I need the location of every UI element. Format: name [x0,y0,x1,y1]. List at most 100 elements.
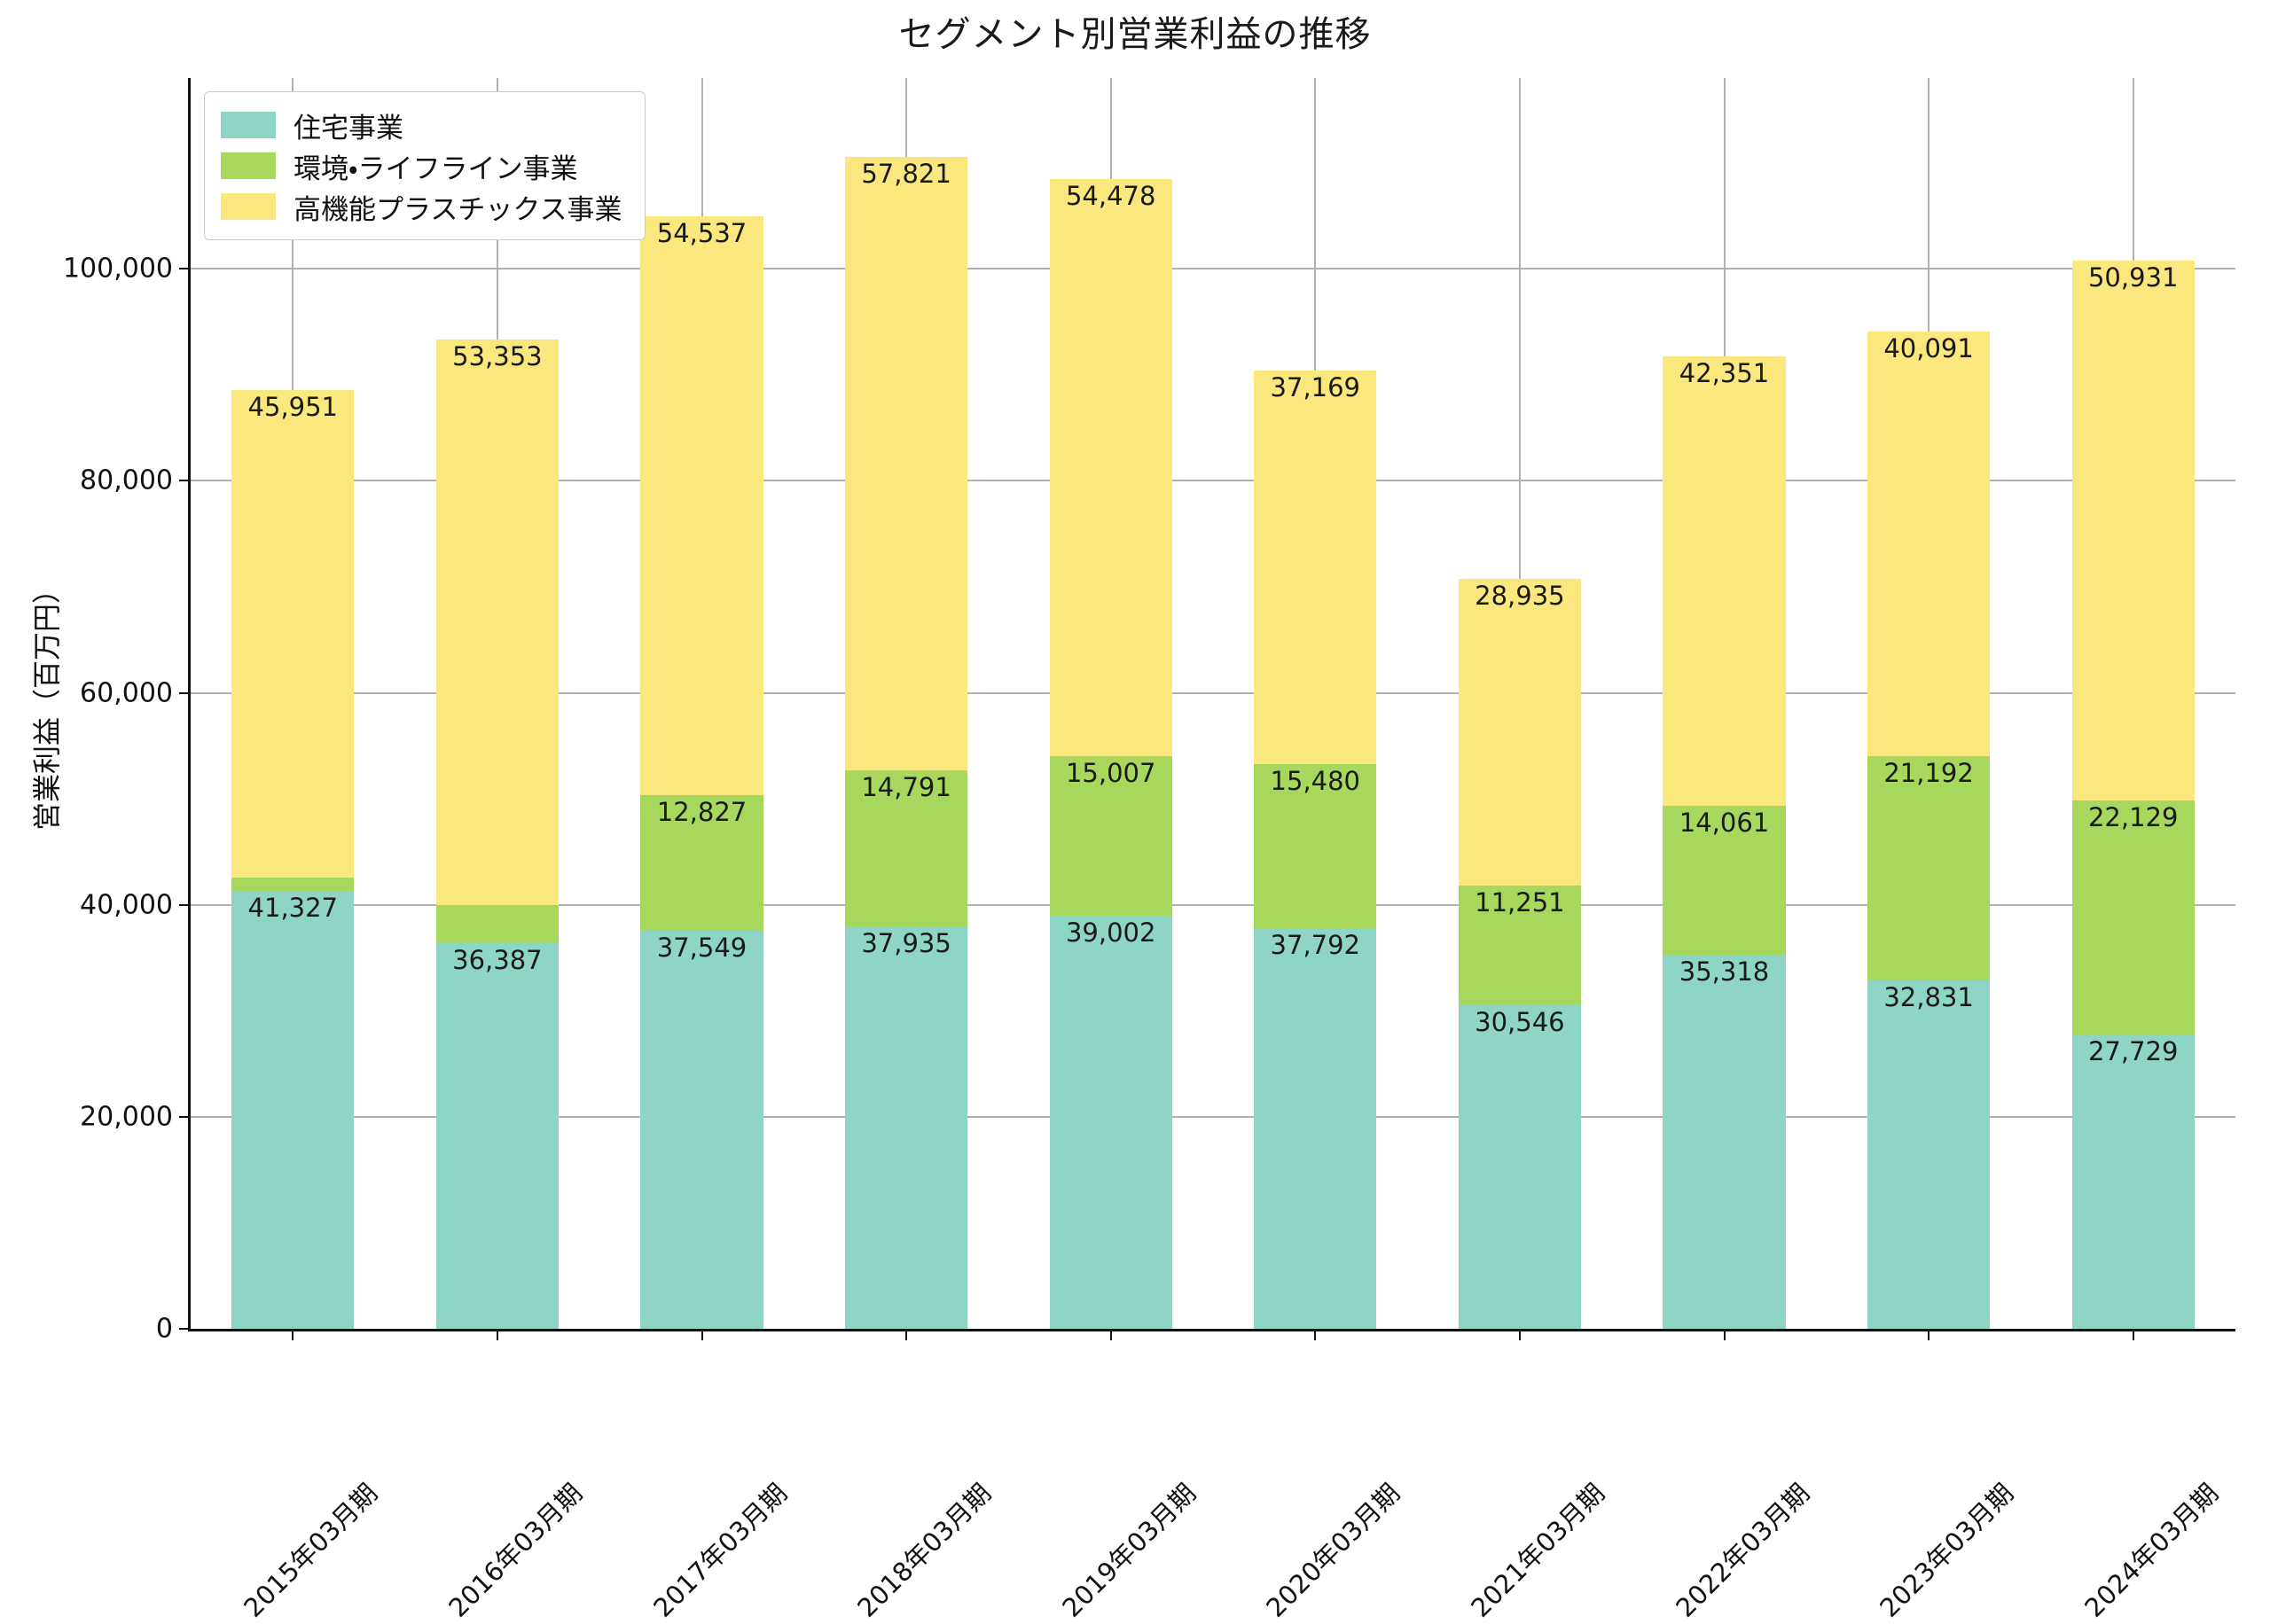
y-gridline [191,903,2235,906]
bar-segment[interactable]: 54,478 [1049,178,1172,757]
bar-segment[interactable]: 15,007 [1049,756,1172,916]
bar-segment[interactable]: 37,792 [1254,928,1377,1329]
legend-label-environment: 環境・ライフライン事業 [294,152,578,185]
bar-segment[interactable]: 37,169 [1254,370,1377,764]
y-gridline [191,480,2235,482]
bar-segment[interactable]: 35,318 [1663,954,1786,1329]
chart-legend: 住宅事業 環境・ライフライン事業 高機能プラスチックス事業 [204,91,646,240]
bar-segment[interactable]: 1,264 [231,841,355,891]
bar-group[interactable]: 27,729 22,129 50,931 [2071,78,2195,1329]
y-tick-label: 0 [155,1313,173,1345]
bar-segment[interactable]: 28,935 [1458,579,1582,886]
y-tick-label: 40,000 [80,889,173,921]
legend-label-plastics: 高機能プラスチックス事業 [294,193,622,226]
bar-segment[interactable]: 57,821 [844,157,968,770]
bar-value-label: 45,951 [247,392,339,423]
bar-segment[interactable]: 27,729 [2071,1035,2195,1329]
legend-label-housing: 住宅事業 [294,112,403,144]
bar-segment[interactable]: 12,827 [640,794,763,931]
bar-group[interactable]: 37,792 15,480 37,169 [1254,78,1377,1329]
bar-group[interactable]: 30,546 11,251 28,935 [1458,78,1582,1329]
bar-segment[interactable]: 21,192 [1867,756,1991,981]
bar-segment[interactable]: 15,480 [1254,763,1377,929]
bar-group[interactable]: 41,3271,264 45,951 [231,78,355,1329]
bar-value-label: 12,827 [656,796,748,827]
plot-area: 0 20,000 40,000 60,000 80,000 100,000 2015年03月… [63,78,2235,1623]
bar-group[interactable]: 32,831 21,192 40,091 [1867,78,1991,1329]
chart-title: セグメント別営業利益の推移 [898,14,1372,55]
bar-segment[interactable]: 50,931 [2071,260,2195,800]
x-tick-mark [1928,1329,1930,1340]
bar-value-label: 37,549 [656,933,748,963]
legend-swatch-plastics [221,193,276,220]
bar-value-label: 37,935 [861,928,951,959]
bar-group[interactable]: 39,002 15,007 54,478 [1049,78,1172,1329]
x-tick-label: 2016年03月期 [442,1478,589,1623]
y-tick-label: 60,000 [80,677,173,709]
bar-segment[interactable]: 36,387 [435,942,560,1329]
bar-segment[interactable]: 22,129 [2071,800,2195,1035]
bar-group[interactable]: 35,318 14,061 42,351 [1663,78,1786,1329]
bar-value-label: 37,169 [1270,371,1361,402]
bar-segment[interactable]: 54,537 [640,216,763,795]
y-tick-label: 20,000 [80,1101,173,1133]
bar-segment[interactable]: 45,951 [231,390,355,878]
x-tick-label: 2019年03月期 [1056,1478,1202,1623]
x-tick-label: 2022年03月期 [1669,1478,1815,1623]
y-tick-mark [179,268,191,270]
bar-segment[interactable]: 40,091 [1867,331,1991,756]
bar-value-label: 57,821 [861,159,951,190]
bar-value-label: 39,002 [1065,917,1156,948]
bar-value-label: 30,546 [1475,1006,1565,1037]
bar-segment[interactable]: 14,791 [844,769,968,927]
bar-segment[interactable]: 32,831 [1867,980,1991,1329]
bar-value-label: 22,129 [2087,801,2179,832]
bar-segment[interactable]: 3,610 [435,869,560,943]
bar-segment[interactable]: 41,327 [231,890,355,1329]
bar-value-label: 54,537 [656,218,748,249]
bar-segment[interactable]: 42,351 [1663,356,1786,806]
x-tick-mark [2132,1329,2134,1340]
x-tick-mark [1314,1329,1317,1340]
y-gridline [191,268,2235,270]
bar-segment[interactable]: 53,353 [435,339,560,905]
legend-item-environment[interactable]: 環境・ライフライン事業 [221,145,622,186]
bar-value-label: 28,935 [1475,581,1565,612]
bar-segment[interactable]: 14,061 [1663,805,1786,955]
bar-segment[interactable]: 37,935 [844,926,968,1329]
bar-value-label: 15,007 [1065,758,1156,789]
x-tick-label: 2018年03月期 [851,1478,998,1623]
bar-value-label: 53,353 [452,340,543,371]
x-tick-label: 2023年03月期 [1874,1478,2020,1623]
chart-figure: セグメント別営業利益の推移 営業利益（百万円） 0 20,000 40,000 60,… [30,14,2235,1623]
y-gridline [191,1115,2235,1118]
legend-item-plastics[interactable]: 高機能プラスチックス事業 [221,186,622,227]
bar-segment[interactable]: 37,549 [640,931,763,1329]
x-tick-label: 2020年03月期 [1260,1478,1406,1623]
bar-group[interactable]: 36,3873,610 53,353 [435,78,560,1329]
legend-item-housing[interactable]: 住宅事業 [221,105,622,145]
x-tick-mark [905,1329,908,1340]
bar-segment[interactable]: 39,002 [1049,915,1172,1329]
plot-inner: 0 20,000 40,000 60,000 80,000 100,000 2015年03月… [63,78,2235,1623]
x-tick-label: 2015年03月期 [238,1478,384,1623]
bar-value-label: 27,729 [2087,1036,2179,1067]
bar-group[interactable]: 37,935 14,791 57,821 [844,78,968,1329]
y-tick-mark [179,903,191,906]
bar-segment[interactable]: 30,546 [1458,1004,1582,1329]
legend-swatch-environment [221,152,276,179]
x-tick-mark [1723,1329,1726,1340]
bar-group[interactable]: 37,549 12,827 54,537 [640,78,763,1329]
x-tick-label: 2024年03月期 [2078,1478,2224,1623]
legend-swatch-housing [221,112,276,138]
x-tick-mark [292,1329,294,1340]
bar-value-label: 15,480 [1270,765,1361,796]
bar-value-label: 50,931 [2087,262,2179,293]
bar-value-label: 35,318 [1679,956,1770,987]
x-tick-label: 2021年03月期 [1465,1478,1611,1623]
bar-value-label: 42,351 [1679,358,1770,389]
y-tick-mark [179,691,191,694]
bar-value-label: 11,251 [1475,887,1565,918]
bar-segment[interactable]: 11,251 [1458,886,1582,1005]
bar-value-label: 14,061 [1679,807,1770,838]
